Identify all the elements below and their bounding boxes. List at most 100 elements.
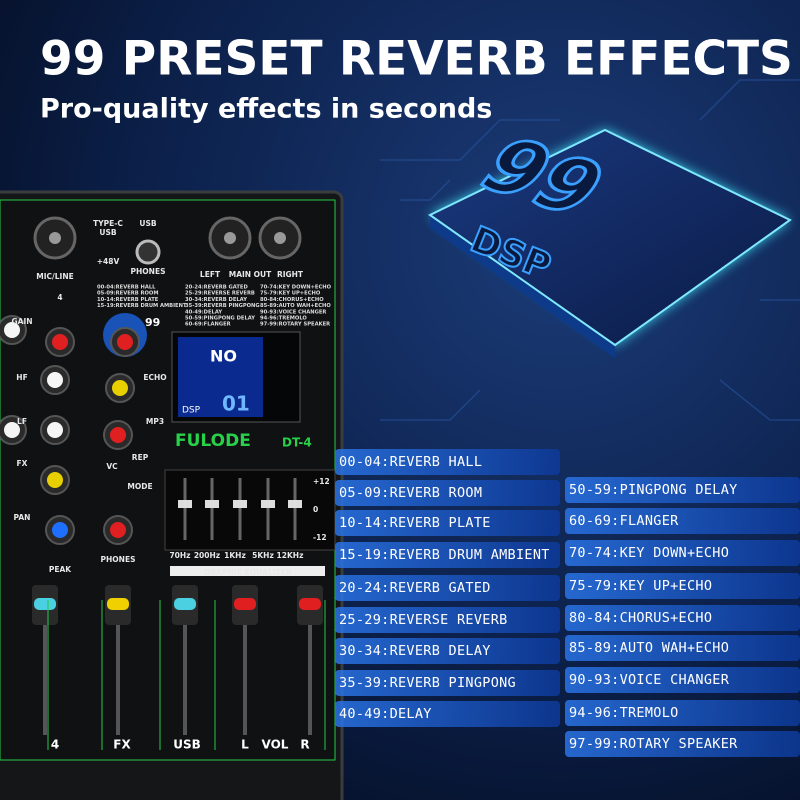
preset-item: 40-49:DELAY bbox=[339, 706, 432, 722]
channel-number: 4 bbox=[57, 293, 62, 302]
mini-preset: 85-89:AUTO WAH+ECHO bbox=[260, 303, 331, 309]
bottom-label: USB bbox=[173, 738, 201, 752]
knob-cap bbox=[52, 334, 68, 350]
eq-freq: 1KHz bbox=[224, 551, 246, 560]
phones-jack-label: PHONES bbox=[131, 267, 166, 276]
fader-stripe bbox=[234, 598, 256, 610]
lcd bbox=[178, 337, 263, 417]
display-badge: 99 bbox=[145, 316, 160, 329]
fader-stripe bbox=[299, 598, 321, 610]
knob-label: MP3 bbox=[146, 417, 164, 426]
knob-cap bbox=[47, 472, 63, 488]
preset-pill bbox=[565, 635, 800, 661]
knob-cap bbox=[110, 427, 126, 443]
mini-preset: 25-29:REVERSE REVERB bbox=[185, 291, 255, 297]
eq-slider bbox=[205, 500, 219, 508]
preset-pill bbox=[335, 542, 560, 568]
knob-cap bbox=[110, 522, 126, 538]
eq-freq: 70Hz bbox=[169, 551, 190, 560]
preset-pill bbox=[565, 605, 800, 631]
fader-stripe bbox=[34, 598, 56, 610]
eq-title-bar bbox=[170, 566, 325, 576]
subtitle: Pro-quality effects in seconds bbox=[40, 94, 492, 125]
mixer bbox=[0, 190, 344, 800]
xlr-pin bbox=[274, 232, 286, 244]
bottom-label: R bbox=[300, 738, 309, 752]
preset-pill bbox=[335, 480, 560, 506]
bottom-label: L bbox=[241, 738, 249, 752]
preset-item: 35-39:REVERB PINGPONG bbox=[339, 675, 516, 691]
eq-panel bbox=[164, 469, 336, 551]
knob-cap bbox=[117, 334, 133, 350]
preset-pill bbox=[565, 700, 800, 726]
mic-line-label: MIC/LINE bbox=[36, 272, 73, 281]
mini-preset: 90-93:VOICE CHANGER bbox=[260, 309, 326, 315]
preset-item: 00-04:REVERB HALL bbox=[339, 454, 482, 470]
model: DT-4 bbox=[282, 436, 312, 450]
preset-item: 70-74:KEY DOWN+ECHO bbox=[569, 545, 729, 561]
preset-pill bbox=[565, 477, 800, 503]
mini-preset: 94-96:TREMOLO bbox=[260, 316, 307, 322]
eq-freq: 200Hz bbox=[194, 551, 220, 560]
mini-preset: 30-34:REVERB DELAY bbox=[185, 297, 247, 303]
mini-preset: 15-19:REVERB DRUM AMBIENT bbox=[97, 303, 187, 309]
preset-item: 30-34:REVERB DELAY bbox=[339, 643, 491, 659]
mini-preset: 35-39:REVERB PINGPONG bbox=[185, 303, 260, 309]
mini-preset: 70-74:KEY DOWN+ECHO bbox=[260, 285, 332, 291]
preset-item: 60-69:FLANGER bbox=[569, 513, 679, 529]
preset-pill bbox=[565, 540, 800, 566]
preset-item: 97-99:ROTARY SPEAKER bbox=[569, 736, 738, 752]
knob-cap bbox=[47, 422, 63, 438]
preset-item: 85-89:AUTO WAH+ECHO bbox=[569, 640, 729, 656]
preset-pill bbox=[565, 731, 800, 757]
display-number: 01 bbox=[222, 392, 250, 416]
usb-port-label: USB bbox=[99, 228, 116, 237]
eq-freq: 5KHz bbox=[252, 551, 274, 560]
knob-label: REP bbox=[132, 453, 149, 462]
knob-label: FX bbox=[17, 459, 28, 468]
fader-stripe bbox=[107, 598, 129, 610]
preset-pill bbox=[335, 510, 560, 536]
knob-label: VC bbox=[106, 462, 118, 471]
mini-preset: 40-49:DELAY bbox=[185, 309, 222, 315]
eq-slider bbox=[288, 500, 302, 508]
knob-label: MODE bbox=[127, 482, 152, 491]
preset-pill bbox=[335, 670, 560, 696]
preset-pill bbox=[335, 701, 560, 727]
eq-title: GRAPHIC EQUALIZER bbox=[204, 568, 292, 577]
preset-item: 90-93:VOICE CHANGER bbox=[569, 672, 730, 688]
knob-cap bbox=[4, 422, 20, 438]
mini-preset: 10-14:REVERB PLATE bbox=[97, 297, 159, 303]
main-out-label: MAIN OUT bbox=[229, 270, 272, 279]
preset-pill bbox=[335, 575, 560, 601]
mini-preset: 00-04:REVERB HALL bbox=[97, 285, 156, 291]
preset-pill bbox=[565, 573, 800, 599]
knob-label: LF bbox=[17, 417, 27, 426]
right-label: RIGHT bbox=[277, 270, 304, 279]
preset-pill bbox=[565, 667, 800, 693]
eq-slider bbox=[178, 500, 192, 508]
preset-pill bbox=[565, 508, 800, 534]
knob-label: PHONES bbox=[101, 555, 136, 564]
preset-item: 15-19:REVERB DRUM AMBIENT bbox=[339, 547, 550, 563]
display-mode: NO bbox=[210, 347, 237, 366]
preset-item: 80-84:CHORUS+ECHO bbox=[569, 610, 712, 626]
bottom-label: VOL bbox=[262, 738, 289, 752]
eq-level: -12 bbox=[313, 533, 327, 542]
preset-item: 75-79:KEY UP+ECHO bbox=[569, 578, 712, 594]
knob-cap bbox=[52, 522, 68, 538]
preset-item: 25-29:REVERSE REVERB bbox=[339, 612, 508, 628]
mini-preset: 97-99:ROTARY SPEAKER bbox=[260, 322, 330, 328]
preset-pill bbox=[335, 607, 560, 633]
preset-item: 05-09:REVERB ROOM bbox=[339, 485, 482, 501]
preset-pill bbox=[335, 638, 560, 664]
xlr-pin bbox=[49, 232, 61, 244]
chip-top bbox=[428, 128, 792, 347]
mini-preset: 60-69:FLANGER bbox=[185, 322, 231, 328]
bottom-label: 4 bbox=[51, 738, 59, 752]
circuit-traces bbox=[380, 79, 800, 421]
mini-preset: 75-79:KEY UP+ECHO bbox=[260, 291, 321, 297]
knob-cap bbox=[4, 322, 20, 338]
